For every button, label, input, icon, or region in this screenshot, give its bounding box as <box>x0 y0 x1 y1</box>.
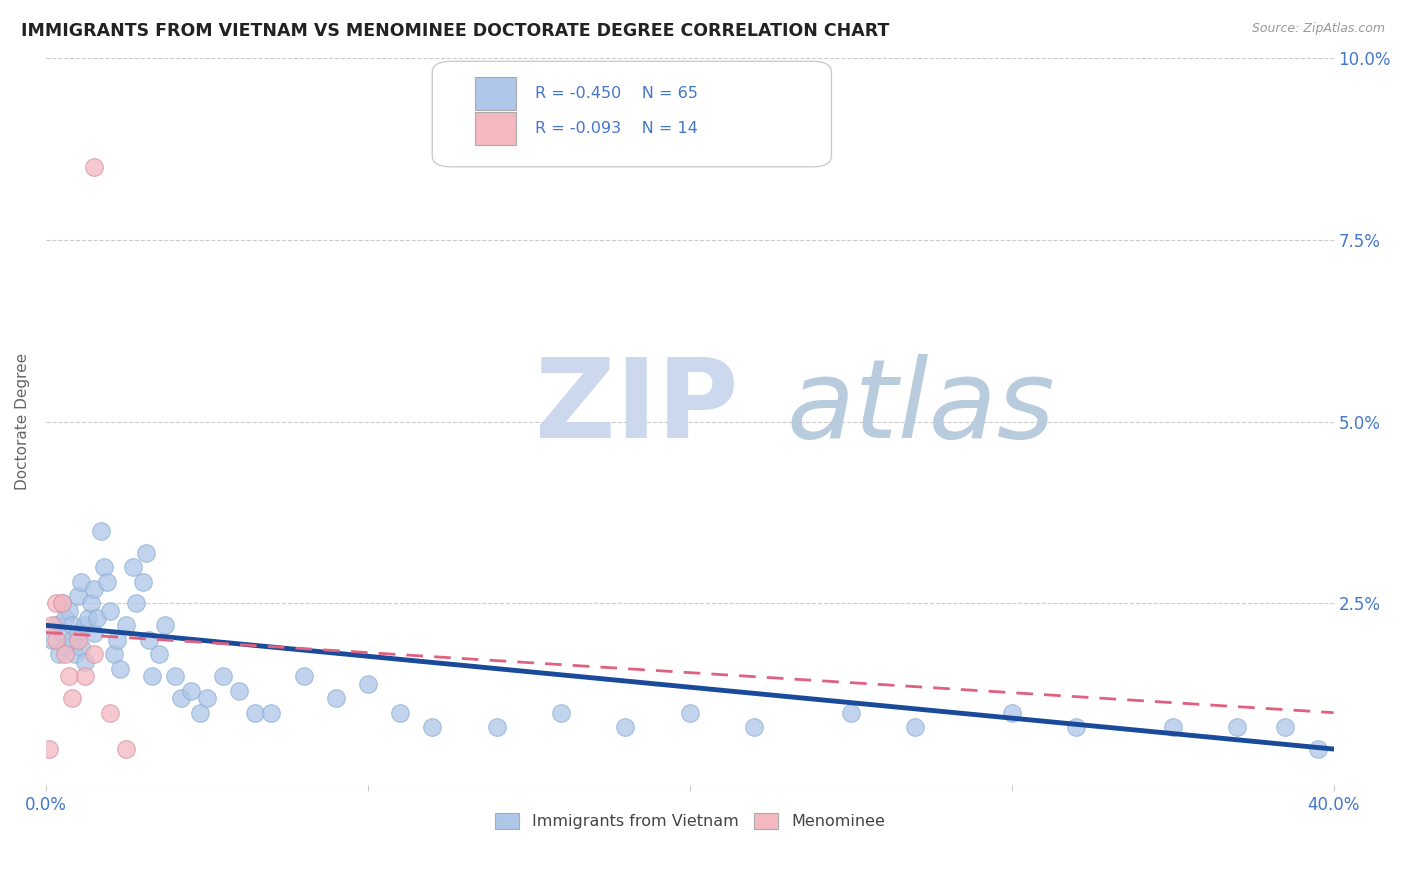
Point <box>76 611 98 625</box>
Point <box>292 669 315 683</box>
Point <box>83 648 105 662</box>
Point <box>420 720 443 734</box>
Text: Source: ZipAtlas.com: Source: ZipAtlas.com <box>1251 22 1385 36</box>
Point <box>115 742 138 756</box>
Point <box>180 683 202 698</box>
Text: R = -0.450    N = 65: R = -0.450 N = 65 <box>536 87 699 101</box>
Point <box>67 632 90 647</box>
Point <box>1226 720 1249 734</box>
Point <box>105 632 128 647</box>
Point <box>839 706 862 720</box>
Point <box>53 640 76 655</box>
Text: IMMIGRANTS FROM VIETNAM VS MENOMINEE DOCTORATE DEGREE CORRELATION CHART: IMMIGRANTS FROM VIETNAM VS MENOMINEE DOC… <box>21 22 890 40</box>
Point <box>63 648 86 662</box>
Point <box>131 574 153 589</box>
Point <box>58 604 80 618</box>
Text: ZIP: ZIP <box>536 353 738 460</box>
Point <box>51 597 73 611</box>
Point <box>73 655 96 669</box>
Point <box>86 611 108 625</box>
Point <box>60 632 83 647</box>
Point <box>122 560 145 574</box>
Point <box>1274 720 1296 734</box>
Point <box>135 545 157 559</box>
Point <box>1161 720 1184 734</box>
Point <box>58 669 80 683</box>
Point <box>389 706 412 720</box>
Point <box>73 669 96 683</box>
Point <box>98 706 121 720</box>
Point <box>45 618 67 632</box>
Point <box>53 611 76 625</box>
Point <box>98 604 121 618</box>
Point <box>60 618 83 632</box>
Point <box>115 618 138 632</box>
Text: R = -0.093    N = 14: R = -0.093 N = 14 <box>536 121 699 136</box>
Point <box>41 618 63 632</box>
Point <box>70 574 93 589</box>
Point <box>141 669 163 683</box>
Point <box>1064 720 1087 734</box>
Point <box>48 648 70 662</box>
Point <box>138 632 160 647</box>
Point <box>153 618 176 632</box>
Point <box>67 625 90 640</box>
Point <box>245 706 267 720</box>
Point <box>170 691 193 706</box>
Point <box>73 618 96 632</box>
Point <box>679 706 702 720</box>
Point <box>148 648 170 662</box>
Point <box>83 625 105 640</box>
Point <box>80 597 103 611</box>
Point <box>190 706 212 720</box>
Point <box>1001 706 1024 720</box>
Point <box>45 632 67 647</box>
Point <box>357 676 380 690</box>
Point <box>742 720 765 734</box>
Point <box>1306 742 1329 756</box>
FancyBboxPatch shape <box>475 78 516 110</box>
Point <box>45 597 67 611</box>
Point <box>195 691 218 706</box>
Text: atlas: atlas <box>786 353 1054 460</box>
Point <box>614 720 637 734</box>
Point <box>70 640 93 655</box>
Point <box>228 683 250 698</box>
Point <box>53 648 76 662</box>
FancyBboxPatch shape <box>475 112 516 145</box>
Point <box>550 706 572 720</box>
Point <box>90 524 112 538</box>
Point <box>38 742 60 756</box>
Point <box>51 625 73 640</box>
Point <box>163 669 186 683</box>
Point <box>67 589 90 603</box>
Point <box>103 648 125 662</box>
Y-axis label: Doctorate Degree: Doctorate Degree <box>15 353 30 490</box>
Point <box>96 574 118 589</box>
Point <box>83 582 105 596</box>
Point <box>51 597 73 611</box>
FancyBboxPatch shape <box>432 62 831 167</box>
Point <box>485 720 508 734</box>
Point <box>83 160 105 174</box>
Point <box>904 720 927 734</box>
Point <box>325 691 347 706</box>
Legend: Immigrants from Vietnam, Menominee: Immigrants from Vietnam, Menominee <box>488 806 891 836</box>
Point <box>108 662 131 676</box>
Point <box>125 597 148 611</box>
Point <box>41 632 63 647</box>
Point <box>93 560 115 574</box>
Point <box>60 691 83 706</box>
Point <box>212 669 235 683</box>
Point <box>260 706 283 720</box>
